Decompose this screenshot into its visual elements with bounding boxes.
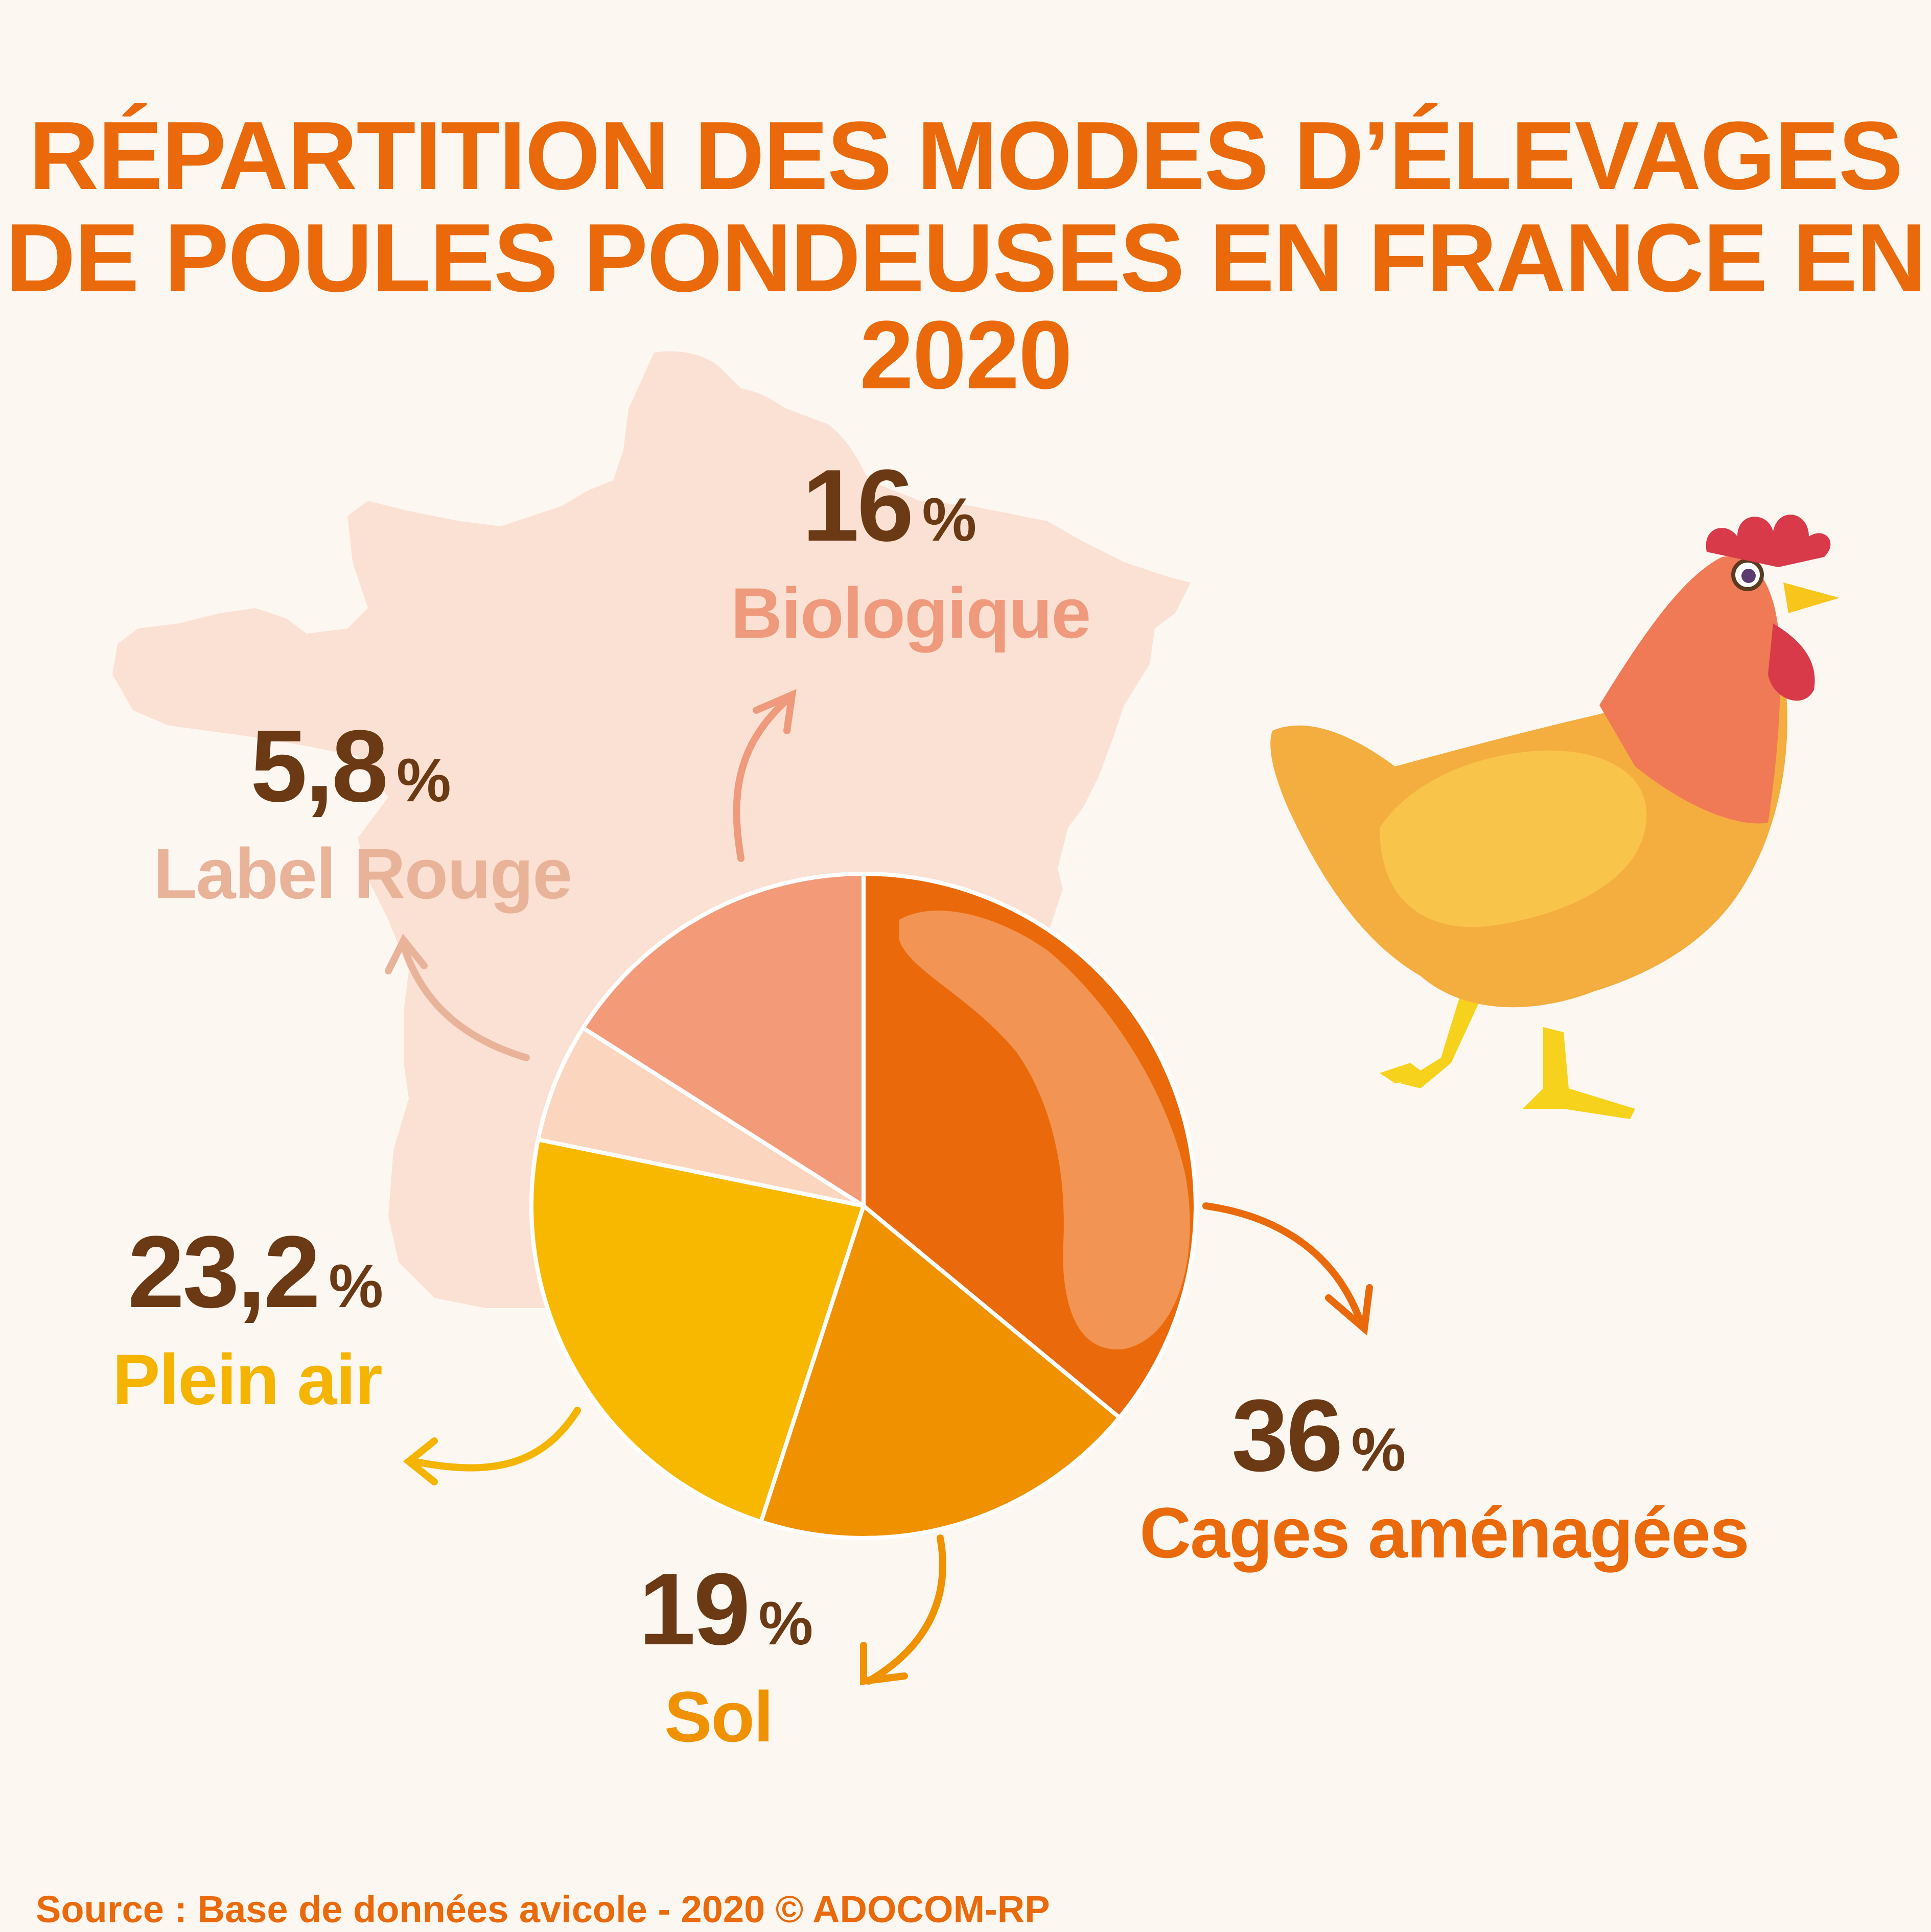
value-plein-air-number: 23,2: [128, 1215, 320, 1329]
hen-feet-icon: [1380, 991, 1635, 1119]
percent-sign: %: [397, 746, 451, 814]
value-cages-number: 36: [1231, 1379, 1343, 1493]
hen-neck: [1599, 556, 1780, 824]
label-cages: Cages aménagées: [1139, 1493, 1750, 1573]
hen-beak-icon: [1783, 583, 1840, 613]
arrow-sol-icon: [860, 1534, 946, 1685]
label-label-rouge: Label Rouge: [153, 833, 572, 914]
value-biologique: 16%: [802, 455, 976, 557]
title-line-2: DE POULES PONDEUSES EN FRANCE EN 2020: [5, 204, 1927, 409]
label-biologique: Biologique: [731, 573, 1091, 653]
percent-sign: %: [758, 1589, 813, 1658]
percent-sign: %: [922, 485, 977, 554]
arrow-biologique-icon: [733, 689, 797, 862]
hen-comb-icon: [1706, 515, 1831, 567]
value-plein-air: 23,2%: [128, 1221, 383, 1323]
value-sol-number: 19: [639, 1552, 750, 1666]
arrow-label-rouge-icon: [385, 934, 530, 1061]
label-sol: Sol: [664, 1677, 774, 1757]
value-cages: 36%: [1231, 1385, 1406, 1487]
hen-wattle-icon: [1768, 623, 1815, 701]
percent-sign: %: [329, 1252, 383, 1320]
value-label-rouge: 5,8%: [250, 715, 451, 818]
title-line-1: RÉPARTITION DES MODES D’ÉLEVAGES: [29, 102, 1903, 210]
value-biologique-number: 16: [802, 449, 914, 563]
label-plein-air: Plein air: [112, 1339, 383, 1419]
arrow-cages-icon: [1202, 1202, 1373, 1336]
value-label-rouge-number: 5,8: [250, 709, 388, 823]
percent-sign: %: [1351, 1415, 1406, 1484]
hen-wing: [1380, 750, 1647, 927]
source-credit: Source : Base de données avicole - 2020 …: [36, 1888, 1050, 1930]
arrow-plein-air-icon: [403, 1407, 581, 1485]
pie-outline: [529, 872, 1198, 1540]
slice-highlight: [899, 911, 1190, 1349]
pie-slices: [529, 871, 1198, 1540]
value-sol: 19%: [639, 1558, 813, 1661]
